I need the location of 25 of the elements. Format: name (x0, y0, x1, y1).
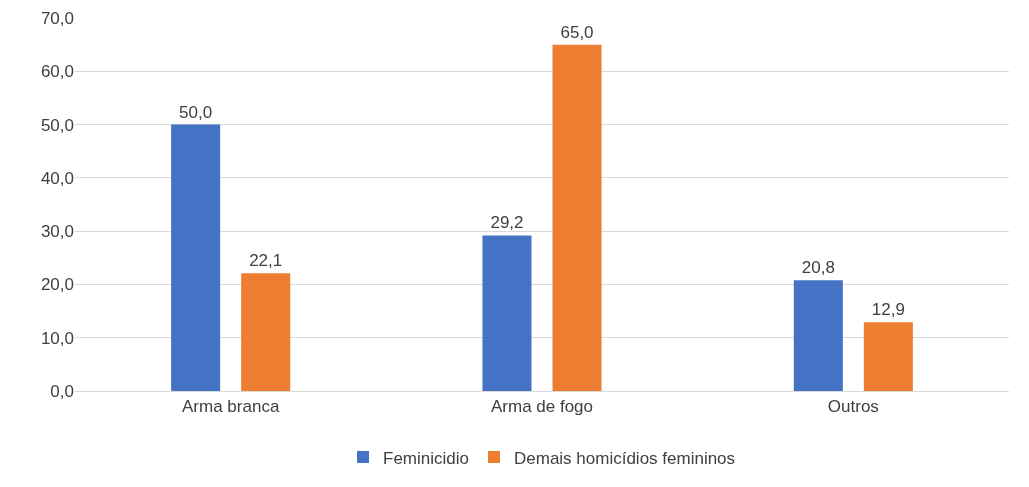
y-tick-label: 20,0 (40, 275, 74, 295)
y-tick-label: 40,0 (40, 168, 74, 188)
x-tick-label: Arma de fogo (490, 397, 594, 417)
data-label: 12,9 (871, 300, 905, 320)
bar (793, 280, 843, 391)
bar (171, 124, 221, 391)
data-label: 22,1 (249, 251, 283, 271)
data-label: 20,8 (801, 258, 835, 278)
x-tick-label: Arma branca (182, 397, 280, 417)
bar (552, 44, 602, 391)
bar (482, 235, 532, 391)
bar (241, 273, 291, 391)
y-tick-label: 70,0 (40, 8, 74, 28)
y-tick-label: 50,0 (40, 115, 74, 135)
bar (863, 322, 913, 391)
data-label: 65,0 (560, 22, 594, 42)
y-tick-label: 60,0 (40, 62, 74, 82)
data-label: 50,0 (179, 102, 213, 122)
x-tick-label: Outros (827, 397, 879, 417)
y-tick-label: 30,0 (40, 222, 74, 242)
data-label: 29,2 (490, 213, 524, 233)
legend-label: Feminicidio (383, 448, 469, 468)
legend-label: Demais homicídios femininos (513, 448, 736, 468)
y-tick-label: 10,0 (40, 328, 74, 348)
y-tick-label: 0,0 (50, 381, 74, 401)
